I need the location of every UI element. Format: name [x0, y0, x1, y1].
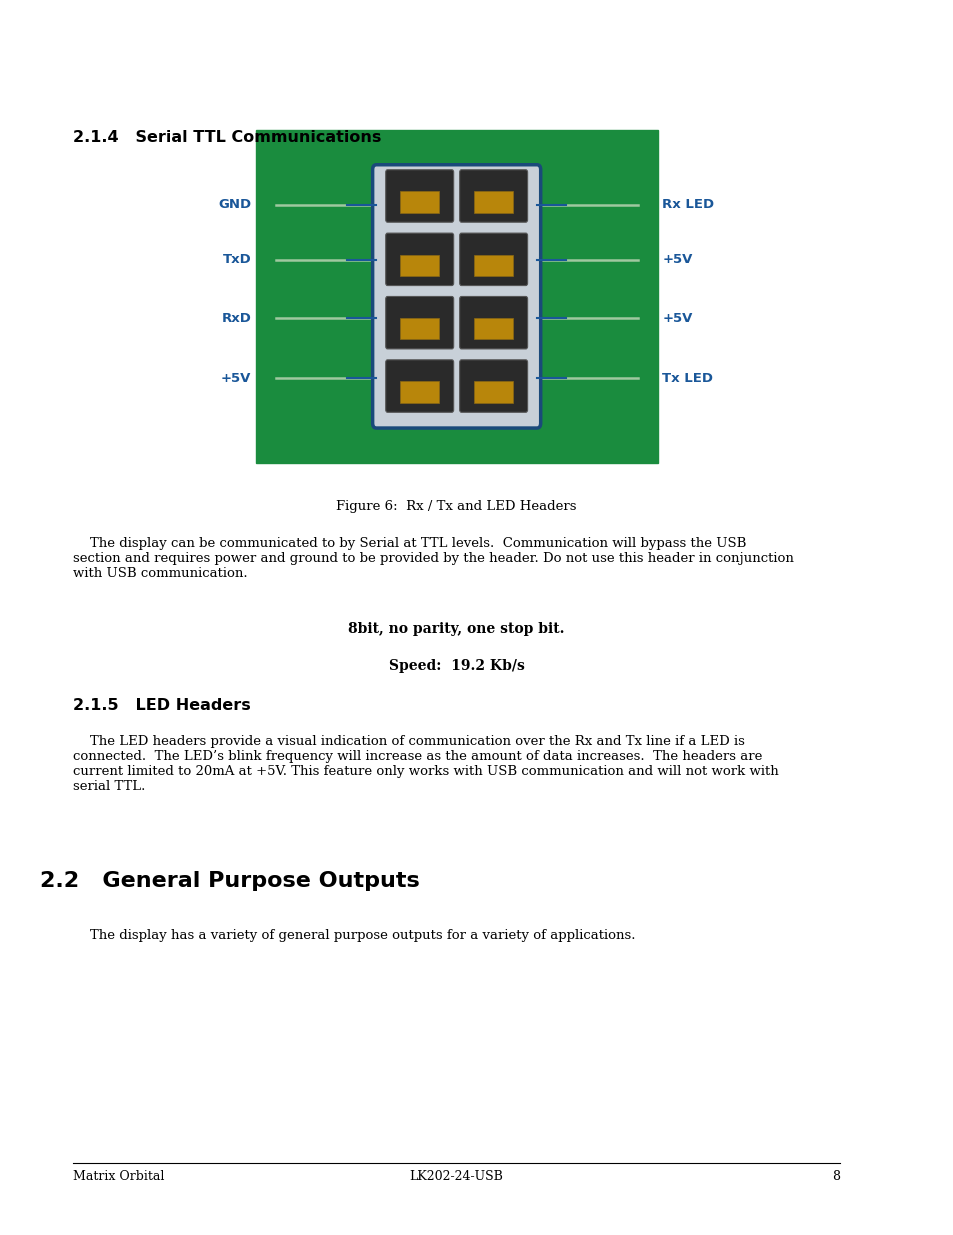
FancyBboxPatch shape: [385, 169, 454, 222]
FancyBboxPatch shape: [459, 359, 527, 412]
Text: Matrix Orbital: Matrix Orbital: [73, 1170, 164, 1183]
Text: 8bit, no parity, one stop bit.: 8bit, no parity, one stop bit.: [348, 622, 564, 636]
Text: LK202-24-USB: LK202-24-USB: [409, 1170, 503, 1183]
Text: The display can be communicated to by Serial at TTL levels.  Communication will : The display can be communicated to by Se…: [73, 537, 793, 580]
FancyBboxPatch shape: [474, 191, 513, 212]
Text: RxD: RxD: [221, 311, 251, 325]
Text: Tx LED: Tx LED: [661, 372, 713, 384]
FancyBboxPatch shape: [474, 254, 513, 275]
Text: +5V: +5V: [220, 372, 251, 384]
Text: Speed:  19.2 Kb/s: Speed: 19.2 Kb/s: [388, 659, 524, 673]
Text: The LED headers provide a visual indication of communication over the Rx and Tx : The LED headers provide a visual indicat…: [73, 735, 778, 793]
FancyBboxPatch shape: [385, 359, 454, 412]
Text: TxD: TxD: [222, 253, 251, 267]
FancyBboxPatch shape: [459, 233, 527, 285]
FancyBboxPatch shape: [400, 317, 438, 340]
FancyBboxPatch shape: [255, 130, 657, 463]
Text: 2.2   General Purpose Outputs: 2.2 General Purpose Outputs: [40, 871, 419, 890]
Text: +5V: +5V: [661, 311, 692, 325]
Text: The display has a variety of general purpose outputs for a variety of applicatio: The display has a variety of general pur…: [73, 929, 635, 942]
Text: GND: GND: [218, 198, 251, 211]
FancyBboxPatch shape: [474, 382, 513, 403]
FancyBboxPatch shape: [459, 296, 527, 350]
FancyBboxPatch shape: [400, 382, 438, 403]
Text: Figure 6:  Rx / Tx and LED Headers: Figure 6: Rx / Tx and LED Headers: [336, 500, 577, 514]
Text: Rx LED: Rx LED: [661, 198, 714, 211]
FancyBboxPatch shape: [459, 169, 527, 222]
Text: +5V: +5V: [661, 253, 692, 267]
Text: 8: 8: [831, 1170, 840, 1183]
FancyBboxPatch shape: [373, 164, 540, 429]
FancyBboxPatch shape: [474, 317, 513, 340]
Text: 2.1.5   LED Headers: 2.1.5 LED Headers: [73, 698, 251, 713]
FancyBboxPatch shape: [385, 233, 454, 285]
FancyBboxPatch shape: [400, 254, 438, 275]
FancyBboxPatch shape: [385, 296, 454, 350]
Text: 2.1.4   Serial TTL Communications: 2.1.4 Serial TTL Communications: [73, 130, 381, 144]
FancyBboxPatch shape: [400, 191, 438, 212]
